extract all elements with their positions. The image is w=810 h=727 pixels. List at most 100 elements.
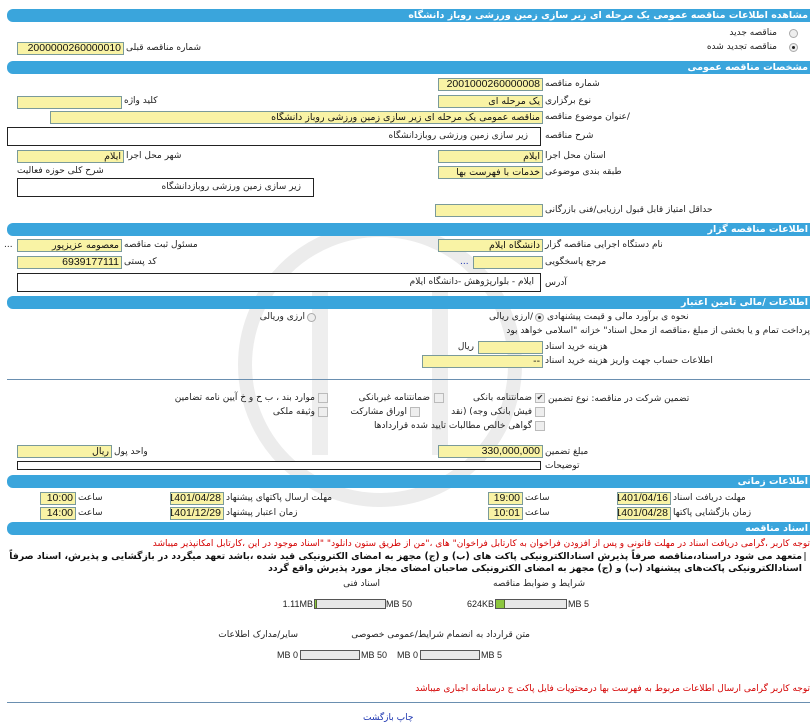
validity-date[interactable]: 1401/12/29 bbox=[170, 507, 224, 520]
checkbox-bank-guarantee[interactable]: ✔ bbox=[535, 393, 545, 403]
opening-label: زمان بازگشایی پاکتها bbox=[673, 508, 752, 518]
currency-label: واحد پول bbox=[114, 447, 148, 457]
previous-number-field[interactable]: 2000000260000010 bbox=[17, 42, 124, 55]
reference-label: مرجع پاسخگویی bbox=[545, 257, 607, 267]
doc-deadline-date[interactable]: 1401/04/16 bbox=[617, 492, 671, 505]
category-field[interactable]: خدمات با فهرست بها bbox=[438, 166, 543, 179]
submit-deadline-date[interactable]: 1401/04/28 bbox=[170, 492, 224, 505]
section-finance: اطلاعات /مالی تامین اعتبار bbox=[7, 296, 810, 309]
file-label-terms: شرایط و ضوابط مناقصه bbox=[492, 579, 585, 589]
guarantee-label: تضمین شرکت در مناقصه: نوع تضمین bbox=[548, 394, 690, 404]
address-label: آدرس bbox=[545, 278, 567, 288]
org-field[interactable]: دانشگاه ایلام bbox=[438, 239, 543, 252]
submit-deadline-label: مهلت ارسال پاکتهای پیشنهاد bbox=[226, 493, 333, 503]
province-field[interactable]: ایلام bbox=[438, 150, 543, 163]
city-field[interactable]: ایلام bbox=[17, 150, 124, 163]
back-link[interactable]: بازگشت bbox=[363, 713, 394, 723]
checkbox-bonds[interactable] bbox=[410, 407, 420, 417]
file-size-terms: 624KB bbox=[466, 599, 494, 609]
radio-renewed-tender[interactable] bbox=[789, 43, 798, 52]
currency-field[interactable]: ریال bbox=[17, 445, 112, 458]
validity-label: زمان اعتبار پیشنهاد bbox=[226, 508, 298, 518]
guarantee-amount-label: مبلغ تضمین bbox=[545, 447, 589, 457]
org-label: نام دستگاه اجرایی مناقصه گزار bbox=[545, 240, 663, 250]
province-label: استان محل اجرا bbox=[545, 151, 606, 161]
footer-links: چاپ بازگشت bbox=[363, 713, 413, 723]
price-list-notice: توجه کاربر گرامی ارسال اطلاعات مربوط به … bbox=[415, 684, 810, 694]
opening-time-label: ساعت bbox=[525, 508, 550, 518]
regulation-items-label: موارد بند ، ب ح و خ آیین نامه تضامین bbox=[174, 393, 315, 403]
download-notice: توجه کاربر ،گرامی دریافت اسناد در مهلت ق… bbox=[152, 539, 810, 549]
notes-box[interactable] bbox=[17, 461, 541, 470]
progress-fill bbox=[315, 600, 318, 608]
checkbox-bank-receipt[interactable] bbox=[535, 407, 545, 417]
file-size-other: 0 MB bbox=[276, 650, 298, 660]
commitment-text: متعهد می شود دراسناد،مناقصه صرفاً پذیرش … bbox=[9, 551, 802, 574]
checkbox-property-collateral[interactable] bbox=[318, 407, 328, 417]
section-timing: اطلاعات زمانی bbox=[7, 475, 810, 488]
claims-certificate-label: گواهی خالص مطالبات تایید شده قراردادها bbox=[374, 421, 532, 431]
postal-code-field[interactable]: 6939177111 bbox=[17, 256, 122, 269]
description-box[interactable]: زیر سازی زمین ورزشی روبازدانشگاه bbox=[7, 127, 541, 146]
responsible-field[interactable]: معصومه عزیزپور bbox=[17, 239, 122, 252]
doc-cost-field[interactable] bbox=[478, 341, 543, 354]
address-box[interactable]: ایلام - بلوارپژوهش -دانشگاه ایلام bbox=[17, 273, 541, 292]
treasury-note: پرداخت تمام و یا بخشی از مبلغ ،مناقصه از… bbox=[506, 326, 810, 336]
checkbox-nonbank-guarantee[interactable] bbox=[434, 393, 444, 403]
file-size-contract: 0 MB bbox=[396, 650, 418, 660]
doc-deadline-label: مهلت دریافت اسناد bbox=[673, 493, 746, 503]
checkbox-regulation-items[interactable] bbox=[318, 393, 328, 403]
account-label: اطلاعات حساب جهت واریز هزینه خرید اسناد bbox=[545, 356, 713, 366]
submit-time-label: ساعت bbox=[78, 493, 103, 503]
file-label-contract: متن قرارداد به انضمام شرایط/عمومی خصوصی bbox=[351, 630, 530, 640]
file-max-other: 50 MB bbox=[361, 650, 388, 660]
submit-deadline-time[interactable]: 10:00 bbox=[40, 492, 76, 505]
file-max-technical: 50 MB bbox=[386, 599, 413, 609]
file-label-technical: اسناد فنی bbox=[343, 579, 380, 589]
radio-currency-rial[interactable] bbox=[307, 313, 316, 322]
bonds-label: اوراق مشارکت bbox=[350, 407, 407, 417]
page-title: مشاهده اطلاعات مناقصه عمومی یک مرحله ای … bbox=[7, 9, 810, 22]
section-documents: اسناد مناقصه bbox=[7, 522, 810, 535]
footer-divider bbox=[7, 702, 810, 703]
doc-cost-label: هزینه خرید اسناد bbox=[545, 342, 608, 352]
radio-rial[interactable] bbox=[535, 313, 544, 322]
postal-code-label: کد پستی bbox=[124, 257, 157, 267]
validity-time[interactable]: 14:00 bbox=[40, 507, 76, 520]
progress-bar-contract bbox=[420, 650, 480, 660]
file-max-contract: 5 MB bbox=[481, 650, 503, 660]
checkbox-claims-certificate[interactable] bbox=[535, 421, 545, 431]
validity-time-label: ساعت bbox=[78, 508, 103, 518]
opening-date[interactable]: 1401/04/28 bbox=[617, 507, 671, 520]
activity-label: شرح کلی حوزه فعالیت bbox=[17, 166, 104, 176]
print-link[interactable]: چاپ bbox=[396, 713, 414, 723]
radio-renewed-tender-label: مناقصه تجدید شده bbox=[706, 42, 777, 52]
holding-type-field[interactable]: یک مرحله ای bbox=[438, 95, 543, 108]
account-field[interactable]: -- bbox=[422, 355, 543, 368]
divider bbox=[7, 379, 810, 380]
progress-fill bbox=[496, 600, 506, 608]
activity-box[interactable]: زیر سازی زمین ورزشی روبازدانشگاه bbox=[17, 178, 314, 197]
section-organizer: اطلاعات مناقصه گزار bbox=[7, 223, 810, 236]
guarantee-amount-field[interactable]: 330,000,000 bbox=[438, 445, 543, 458]
reference-field[interactable] bbox=[473, 256, 543, 269]
bank-guarantee-label: ضمانتنامه بانکی bbox=[473, 393, 532, 403]
file-max-terms: 5 MB bbox=[568, 599, 590, 609]
keyword-field[interactable] bbox=[17, 96, 122, 109]
reference-more-button[interactable]: ... bbox=[460, 257, 469, 267]
progress-bar-technical bbox=[314, 599, 386, 609]
holding-type-label: نوع برگزاری bbox=[545, 96, 591, 106]
property-collateral-label: وثیقه ملکی bbox=[272, 407, 315, 417]
min-score-field[interactable] bbox=[435, 204, 543, 217]
estimate-method-label: نحوه ی برآورد مالی و قیمت پیشنهادی bbox=[547, 312, 689, 322]
city-label: شهر محل اجرا bbox=[126, 151, 182, 161]
category-label: طبقه بندی موضوعی bbox=[545, 167, 622, 177]
responsible-more-button[interactable]: ... bbox=[4, 240, 13, 250]
subject-field[interactable]: مناقصه عمومی یک مرحله ای زیر سازی زمین و… bbox=[50, 111, 543, 124]
doc-cost-unit: ریال bbox=[457, 342, 474, 352]
tender-number-field[interactable]: 2001000260000008 bbox=[438, 78, 543, 91]
radio-new-tender[interactable] bbox=[789, 29, 798, 38]
opening-time[interactable]: 10:01 bbox=[488, 507, 523, 520]
doc-deadline-time[interactable]: 19:00 bbox=[488, 492, 523, 505]
doc-deadline-time-label: ساعت bbox=[525, 493, 550, 503]
